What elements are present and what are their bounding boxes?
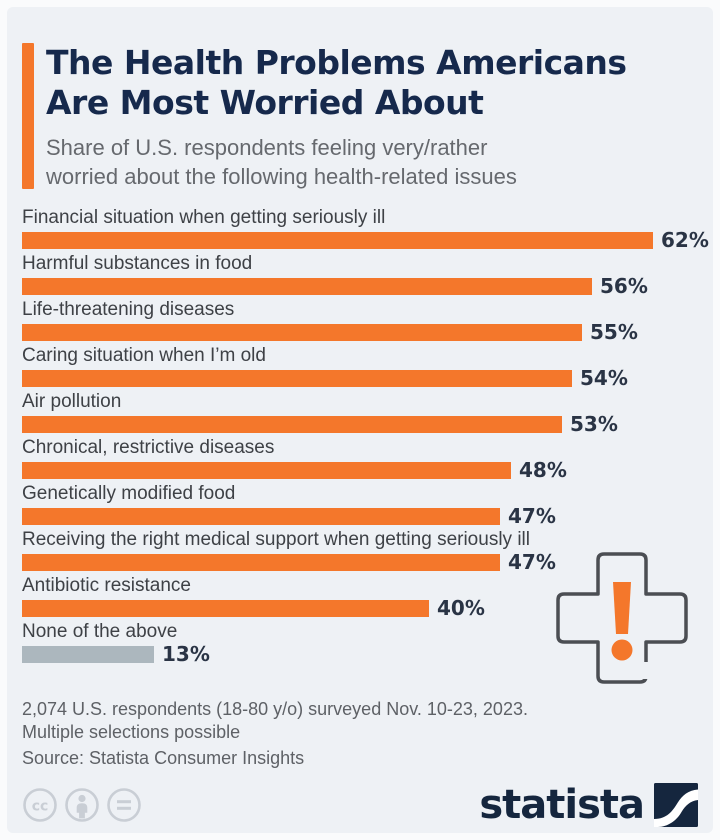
statista-logo-mark-icon — [654, 783, 698, 827]
bar-line: 55% — [22, 320, 698, 344]
bar-row: Life-threatening diseases 55% — [22, 300, 698, 346]
attribution-icon — [65, 788, 99, 822]
bar — [22, 645, 154, 663]
bar-row: Air pollution 53% — [22, 392, 698, 438]
page-subtitle: Share of U.S. respondents feeling very/r… — [46, 133, 627, 191]
bar-row: Receiving the right medical support when… — [22, 530, 698, 576]
bar-category-label: None of the above — [22, 621, 178, 642]
bar — [22, 553, 500, 571]
page-title: The Health Problems Americans Are Most Wo… — [46, 43, 627, 123]
bar — [22, 415, 562, 433]
bar-value-label: 40% — [437, 596, 485, 620]
no-derivatives-icon — [107, 788, 141, 822]
subtitle-line-2: worried about the following health-relat… — [46, 164, 517, 189]
bar — [22, 461, 511, 479]
title-line-1: The Health Problems Americans — [46, 43, 627, 82]
statista-logo: statista — [479, 783, 698, 827]
bar-category-label: Caring situation when I’m old — [22, 345, 266, 366]
source-note: Source: Statista Consumer Insights — [22, 748, 305, 768]
accent-bar — [22, 43, 34, 189]
bar-category-label: Harmful substances in food — [22, 253, 253, 274]
medical-cross-warning-icon — [556, 552, 688, 684]
bar — [22, 277, 592, 295]
bar-value-label: 48% — [519, 458, 567, 482]
bar-line: 47% — [22, 504, 698, 528]
bar — [22, 507, 500, 525]
bar-row: Harmful substances in food 56% — [22, 254, 698, 300]
bar-category-label: Chronical, restrictive diseases — [22, 437, 275, 458]
bar-value-label: 55% — [590, 320, 638, 344]
header-text: The Health Problems Americans Are Most Wo… — [46, 43, 627, 191]
cc-icon: cc — [23, 788, 57, 822]
bar-row: Chronical, restrictive diseases 48% — [22, 438, 698, 484]
infographic-canvas: The Health Problems Americans Are Most Wo… — [7, 7, 713, 833]
bar-value-label: 56% — [600, 274, 648, 298]
bar-row: None of the above 13% — [22, 622, 698, 668]
bar-chart: Financial situation when getting serious… — [22, 207, 709, 668]
bar-line: 47% — [22, 550, 698, 574]
bar — [22, 369, 572, 387]
bar-line: 54% — [22, 366, 698, 390]
bar-value-label: 47% — [508, 504, 556, 528]
branding-row: cc statista — [22, 782, 698, 828]
bar-line: 48% — [22, 458, 698, 482]
bar-row: Genetically modified food 47% — [22, 484, 698, 530]
bar — [22, 323, 582, 341]
bar-value-label: 47% — [508, 550, 556, 574]
footer-notes: 2,074 U.S. respondents (18-80 y/o) surve… — [22, 698, 698, 770]
bar-category-label: Life-threatening diseases — [22, 299, 235, 320]
bar-row: Antibiotic resistance 40% — [22, 576, 698, 622]
bar-category-label: Antibiotic resistance — [22, 575, 191, 596]
bar — [22, 599, 429, 617]
bar-line: 62% — [22, 228, 709, 252]
bar-row: Caring situation when I’m old 54% — [22, 346, 698, 392]
license-icons: cc — [22, 787, 142, 823]
bar-category-label: Receiving the right medical support when… — [22, 529, 530, 550]
bar-line: 40% — [22, 596, 698, 620]
title-line-2: Are Most Worried About — [46, 83, 484, 122]
bar-value-label: 54% — [580, 366, 628, 390]
bar-line: 53% — [22, 412, 698, 436]
header: The Health Problems Americans Are Most Wo… — [22, 43, 698, 191]
svg-text:cc: cc — [32, 799, 49, 815]
bar-value-label: 13% — [162, 642, 210, 666]
bar-category-label: Air pollution — [22, 391, 122, 412]
bar — [22, 231, 653, 249]
bar-row: Financial situation when getting serious… — [22, 207, 709, 254]
bar-value-label: 53% — [570, 412, 618, 436]
bar-category-label: Financial situation when getting serious… — [22, 207, 386, 228]
survey-note-line-1: 2,074 U.S. respondents (18-80 y/o) surve… — [22, 699, 528, 719]
bar-value-label: 62% — [661, 228, 709, 252]
bar-line: 56% — [22, 274, 698, 298]
bar-category-label: Genetically modified food — [22, 483, 236, 504]
statista-logo-text: statista — [479, 782, 645, 828]
bar-line: 13% — [22, 642, 698, 666]
survey-note-line-2: Multiple selections possible — [22, 722, 241, 742]
subtitle-line-1: Share of U.S. respondents feeling very/r… — [46, 135, 488, 160]
